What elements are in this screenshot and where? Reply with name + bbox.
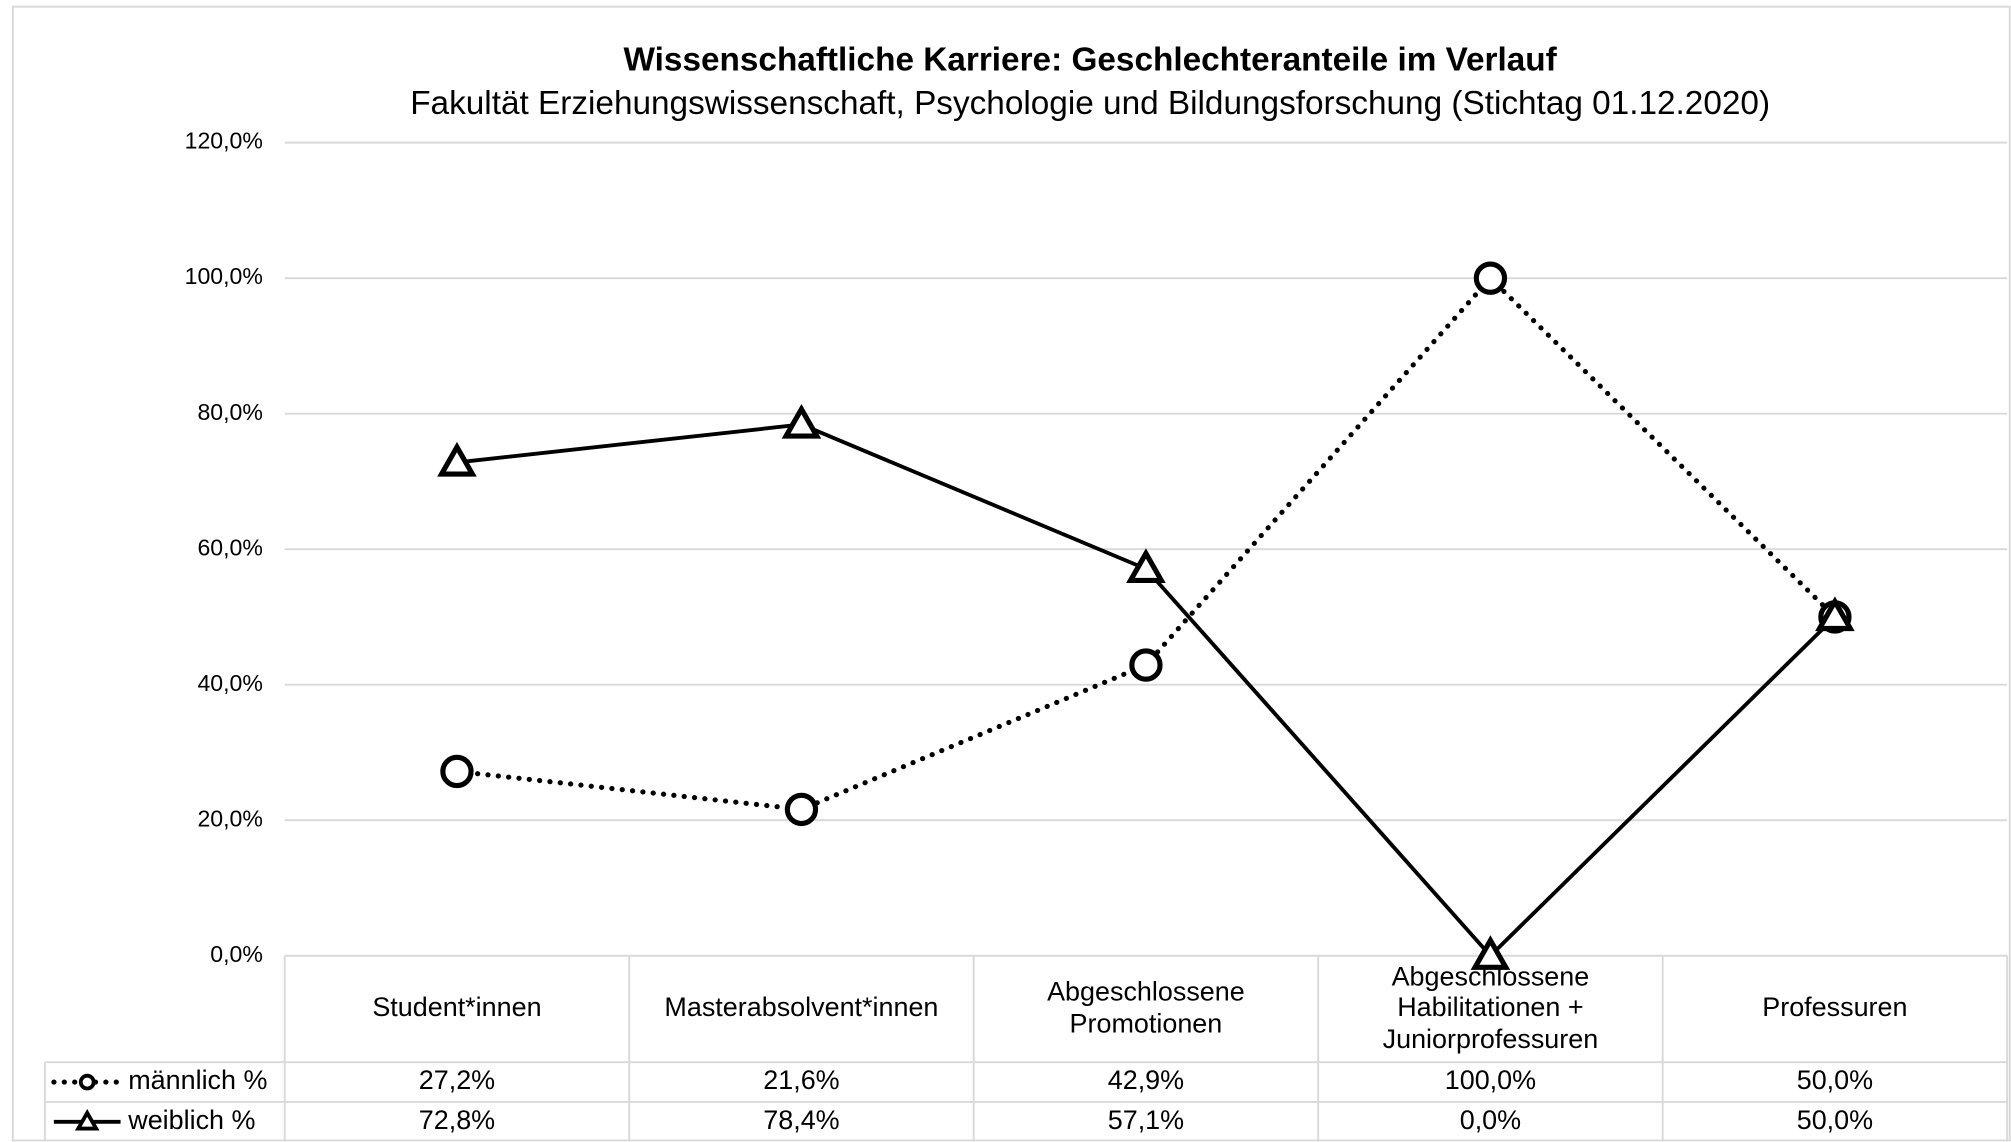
- y-tick-label: 40,0%: [197, 670, 262, 696]
- table-value: 100,0%: [1445, 1065, 1536, 1095]
- marker: [1126, 548, 1166, 583]
- marker: [440, 754, 474, 789]
- marker: [1129, 648, 1163, 682]
- marker: [1473, 261, 1508, 295]
- x-tick-label: Professuren: [1762, 993, 1908, 1023]
- chart-frame: [11, 5, 2011, 1142]
- legend-label: männlich %: [128, 1065, 267, 1095]
- category-cell: Student*innen: [372, 993, 542, 1023]
- x-tick-label: Masterabsolvent*innen: [664, 993, 939, 1023]
- table-value: 27,2%: [419, 1065, 495, 1095]
- y-tick-label: 120,0%: [185, 128, 263, 154]
- x-tick-label: Student*innen: [372, 993, 542, 1023]
- marker: [74, 1108, 100, 1131]
- legend-label: weiblich %: [127, 1105, 255, 1135]
- y-tick-label: 60,0%: [197, 534, 262, 560]
- series-line: [454, 274, 1838, 813]
- chart-title: Wissenschaftliche Karriere: Geschlechter…: [623, 42, 1557, 79]
- marker: [78, 1073, 96, 1091]
- y-tick-label: 80,0%: [197, 399, 262, 425]
- marker: [1815, 596, 1855, 632]
- table-value: 50,0%: [1797, 1105, 1873, 1135]
- category-cell: Abgeschlossene Habilitationen + Juniorpr…: [1382, 962, 1599, 1054]
- category-cell: Professuren: [1762, 993, 1908, 1023]
- table-value: 57,1%: [1108, 1105, 1184, 1135]
- marker: [437, 441, 477, 477]
- table-value: 50,0%: [1797, 1065, 1873, 1095]
- table-value: 72,8%: [419, 1105, 495, 1135]
- marker: [784, 792, 819, 827]
- marker: [781, 403, 822, 439]
- category-cell: Abgeschlossene Promotionen: [1047, 978, 1245, 1039]
- x-tick-label: Abgeschlossene Promotionen: [1047, 978, 1245, 1039]
- table-value: 0,0%: [1460, 1105, 1521, 1135]
- table-value: 21,6%: [763, 1065, 839, 1095]
- table-value: 78,4%: [763, 1105, 839, 1135]
- marker: [1470, 935, 1511, 970]
- x-tick-label: Abgeschlossene Habilitationen + Juniorpr…: [1382, 962, 1599, 1054]
- table-value: 42,9%: [1108, 1065, 1184, 1095]
- y-tick-label: 20,0%: [197, 805, 262, 831]
- y-tick-label: 0,0%: [210, 941, 263, 967]
- y-tick-label: 100,0%: [185, 263, 263, 289]
- chart-subtitle: Fakultät Erziehungswissenschaft, Psychol…: [410, 85, 1770, 122]
- category-cell: Masterabsolvent*innen: [664, 993, 939, 1023]
